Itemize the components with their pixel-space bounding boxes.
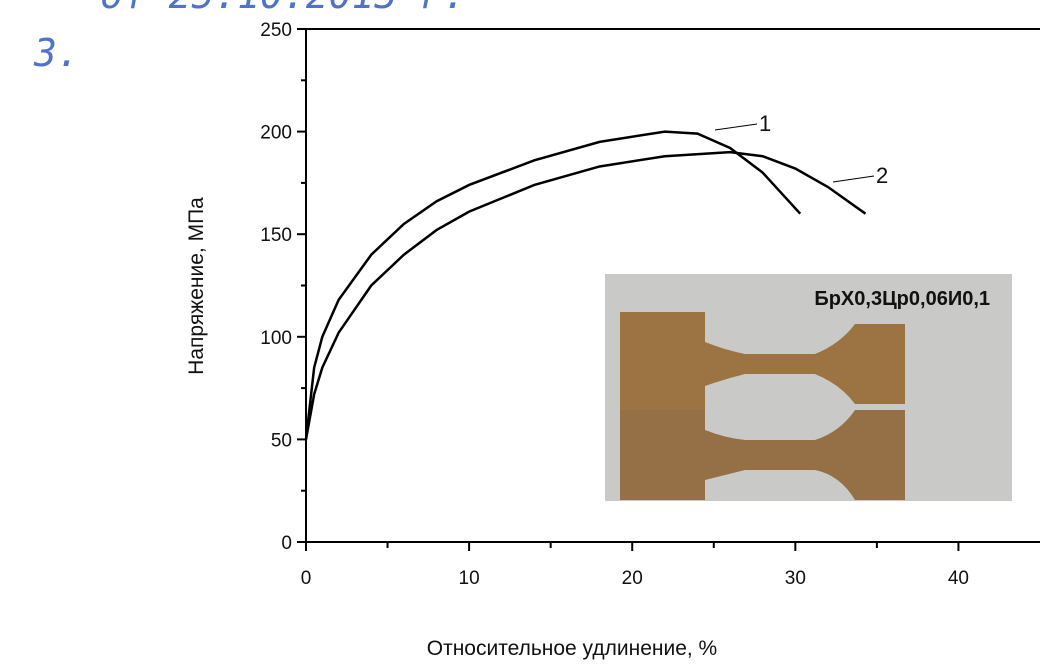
x-tick-label: 10 xyxy=(459,568,480,589)
header-number: 3. xyxy=(33,31,80,75)
x-tick-label: 30 xyxy=(785,568,806,589)
x-tick-label: 20 xyxy=(622,568,643,589)
y-axis-label: Напряжение, МПа xyxy=(185,197,208,375)
y-tick-label: 250 xyxy=(260,20,292,41)
y-tick-label: 150 xyxy=(260,225,292,246)
y-tick-label: 100 xyxy=(260,328,292,349)
inset-label: БрХ0,3Цр0,06И0,1 xyxy=(814,288,990,310)
x-tick-label: 0 xyxy=(301,568,312,589)
y-tick-label: 200 xyxy=(260,123,292,144)
label-leader xyxy=(715,124,757,130)
label-leader xyxy=(833,176,874,182)
page: от 25.10.2013 г. 3. БрХ0,3Цр0,06И0,1 Отн… xyxy=(0,0,1040,661)
chart: от 25.10.2013 г. 3. БрХ0,3Цр0,06И0,1 Отн… xyxy=(0,0,1040,661)
inset-photo: БрХ0,3Цр0,06И0,1 xyxy=(605,274,1012,501)
x-tick-label: 40 xyxy=(948,568,969,589)
series-label: 2 xyxy=(876,163,888,188)
header-date: от 25.10.2013 г. xyxy=(100,0,466,17)
x-axis-label: Относительное удлинение, % xyxy=(427,637,717,660)
y-tick-label: 50 xyxy=(271,430,292,451)
series-label: 1 xyxy=(759,111,771,136)
y-tick-label: 0 xyxy=(281,533,292,554)
